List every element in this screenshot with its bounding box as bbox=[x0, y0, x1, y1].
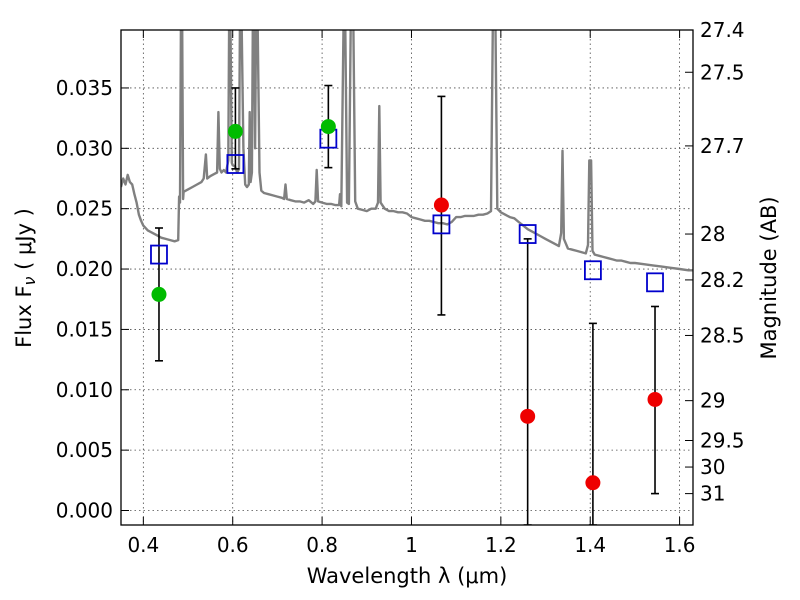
y-tick-label: 0.020 bbox=[56, 257, 113, 281]
magnitude-tick-label: 31 bbox=[700, 482, 725, 506]
x-tick-label: 0.4 bbox=[127, 533, 159, 557]
x-tick-label: 1.4 bbox=[574, 533, 606, 557]
y-tick-label: 0.005 bbox=[56, 438, 113, 462]
x-tick-label: 1.6 bbox=[664, 533, 696, 557]
magnitude-tick-label: 29 bbox=[700, 389, 725, 413]
magnitude-tick-label: 30 bbox=[700, 455, 725, 479]
y-axis-title-left: Flux Fν ( μJy ) bbox=[12, 208, 39, 348]
magnitude-tick-label: 28.2 bbox=[700, 268, 745, 292]
model-square-marker bbox=[432, 214, 451, 235]
observed-point-marker bbox=[320, 119, 336, 135]
tick-labels: 0.4 0.6 0.8 1 1.2 1.4 1.6 0.000 0.005 0.010 0.015 0… bbox=[56, 18, 745, 557]
model-spectrum-layer bbox=[121, 30, 693, 272]
observed-point-marker bbox=[227, 123, 243, 139]
model-square-marker bbox=[584, 260, 602, 281]
grid-lines bbox=[121, 30, 693, 525]
y-axis-title-flux: Flux F bbox=[12, 285, 36, 347]
y-tick-label: 0.030 bbox=[56, 136, 113, 160]
model-square-marker bbox=[150, 244, 168, 265]
y-axis-title-subscript: ν bbox=[20, 276, 39, 285]
x-tick-label: 1 bbox=[405, 533, 418, 557]
model-photometry-layer bbox=[150, 128, 664, 293]
x-tick-label: 0.8 bbox=[306, 533, 338, 557]
y-tick-label: 0.025 bbox=[56, 197, 113, 221]
magnitude-tick-label: 28.5 bbox=[700, 323, 745, 347]
magnitude-tick-label: 28 bbox=[700, 222, 725, 246]
observed-point-marker bbox=[520, 408, 536, 424]
y-tick-label: 0.010 bbox=[56, 378, 113, 402]
axis-ticks bbox=[121, 29, 693, 525]
magnitude-tick-label: 27.7 bbox=[700, 134, 745, 158]
y-tick-label: 0.015 bbox=[56, 317, 113, 341]
magnitude-tick-label: 27.5 bbox=[700, 60, 745, 84]
y-tick-label: 0.000 bbox=[56, 499, 113, 523]
observed-photometry-layer bbox=[151, 119, 663, 491]
magnitude-tick-label: 27.4 bbox=[700, 18, 745, 42]
magnitude-tick-label: 29.5 bbox=[700, 428, 745, 452]
y-axis-title-unit: ( μJy ) bbox=[12, 208, 36, 276]
y-axis-title-right: Magnitude (AB) bbox=[757, 196, 781, 359]
x-axis-title: Wavelength λ (μm) bbox=[307, 564, 508, 588]
observed-point-marker bbox=[433, 197, 449, 213]
x-tick-label: 1.2 bbox=[485, 533, 517, 557]
observed-point-marker bbox=[585, 475, 601, 491]
x-tick-label: 0.6 bbox=[217, 533, 249, 557]
model-square-marker bbox=[518, 224, 537, 244]
model-square-marker bbox=[226, 154, 245, 174]
observed-point-marker bbox=[151, 286, 167, 302]
model-spectrum-line bbox=[121, 30, 693, 272]
model-square-marker bbox=[646, 272, 664, 293]
y-tick-label: 0.035 bbox=[56, 76, 113, 100]
observed-point-marker bbox=[647, 391, 663, 407]
plot-frame bbox=[120, 29, 694, 526]
